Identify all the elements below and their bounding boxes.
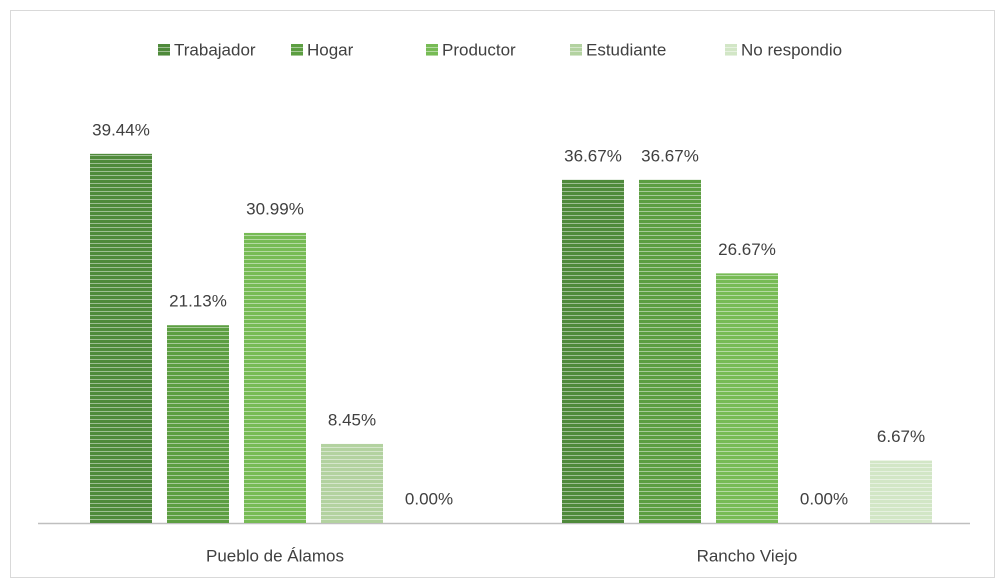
bar [244, 232, 306, 523]
legend-swatch [291, 44, 303, 56]
data-label: 6.67% [877, 427, 925, 446]
data-label: 0.00% [405, 489, 453, 508]
data-label: 36.67% [641, 146, 699, 165]
data-label: 36.67% [564, 146, 622, 165]
legend-label: Estudiante [586, 40, 666, 59]
legend-label: Hogar [307, 40, 354, 59]
legend-swatch [725, 44, 737, 56]
legend-swatch [158, 44, 170, 56]
data-label: 26.67% [718, 240, 776, 259]
legend-label: No respondio [741, 40, 842, 59]
data-label: 21.13% [169, 292, 227, 311]
legend-swatch [570, 44, 582, 56]
bar [90, 153, 152, 523]
bar [716, 273, 778, 523]
data-label: 0.00% [800, 489, 848, 508]
legend-swatch [426, 44, 438, 56]
data-label: 8.45% [328, 410, 376, 429]
bar [321, 443, 383, 523]
bar [562, 179, 624, 523]
bar [167, 325, 229, 523]
legend-label: Productor [442, 40, 516, 59]
data-label: 30.99% [246, 199, 304, 218]
data-label: 39.44% [92, 120, 150, 139]
legend-label: Trabajador [174, 40, 256, 59]
x-tick-label: Rancho Viejo [697, 546, 798, 565]
bar [870, 460, 932, 523]
bar [639, 179, 701, 523]
x-tick-label: Pueblo de Álamos [206, 546, 344, 565]
